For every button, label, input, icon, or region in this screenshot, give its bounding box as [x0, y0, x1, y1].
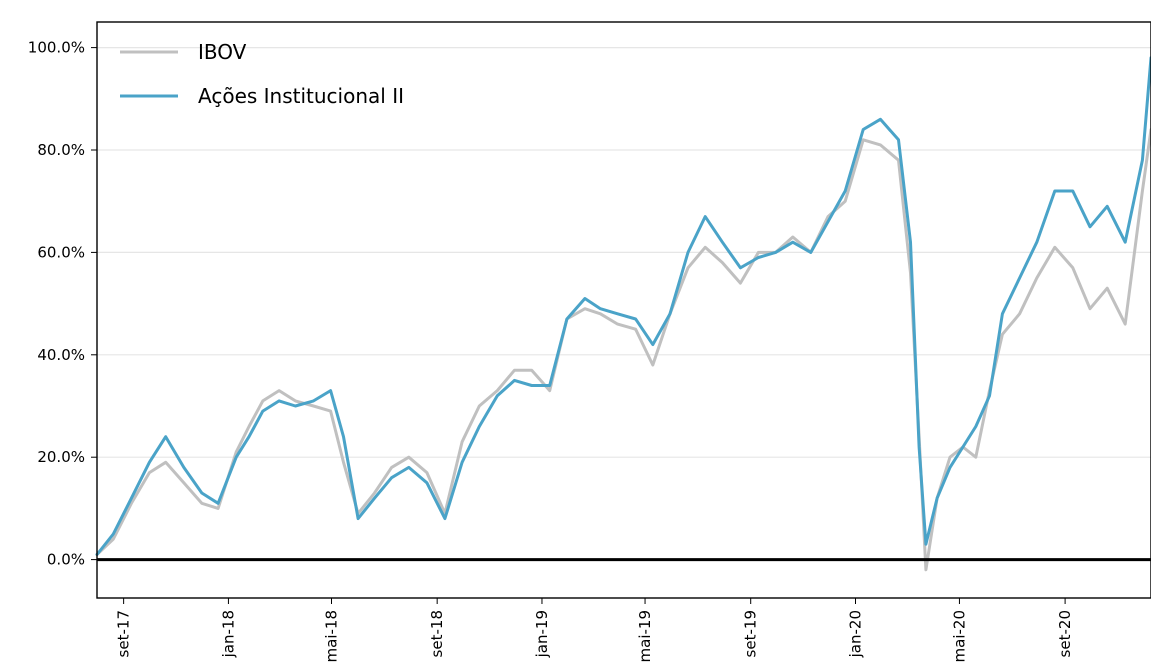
y-tick-label: 20.0% [37, 448, 85, 466]
x-tick-label: jan-18 [219, 610, 237, 658]
x-tick-label: mai-18 [323, 610, 341, 662]
x-tick-label: set-18 [428, 610, 446, 657]
y-tick-label: 60.0% [37, 243, 85, 261]
y-tick-label: 0.0% [47, 551, 85, 569]
grid-lines [97, 46, 1151, 561]
x-tick-label: mai-20 [950, 610, 968, 662]
x-tick-label: set-17 [115, 610, 133, 657]
x-tick-label: set-19 [742, 610, 760, 657]
x-tick-label: mai-19 [636, 610, 654, 662]
y-tick-label: 100.0% [28, 39, 85, 57]
x-tick-label: set-20 [1056, 610, 1074, 657]
x-axis-ticks: set-17 jan-18 mai-18 set-18 jan-19 mai-19 set-… [115, 598, 1074, 662]
y-tick-label: 80.0% [37, 141, 85, 159]
y-axis-ticks: 0.0% 20.0% 40.0% 60.0% 80.0% 100.0% [28, 39, 97, 569]
series-lines [95, 56, 1151, 572]
x-tick-label: jan-19 [533, 610, 551, 658]
y-tick-label: 40.0% [37, 346, 85, 364]
series-line-acoes-institucional-ii [95, 56, 1151, 556]
plot-frame [96, 21, 1151, 599]
legend-label: Ações Institucional II [198, 84, 404, 108]
x-tick-label: jan-20 [847, 610, 865, 658]
legend-label: IBOV [198, 40, 247, 64]
legend: IBOV Ações Institucional II [120, 40, 404, 108]
series-line-ibov [95, 128, 1151, 572]
